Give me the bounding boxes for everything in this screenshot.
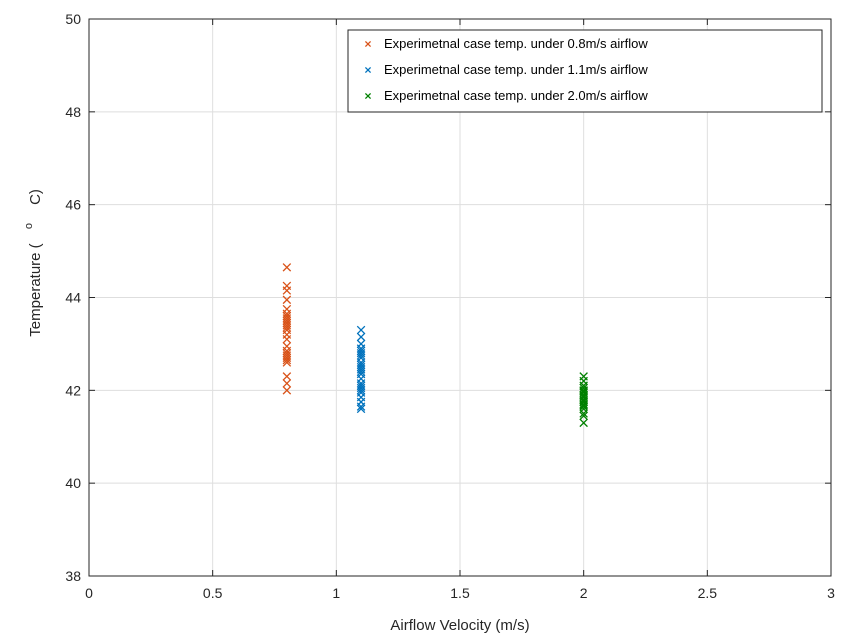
data-point bbox=[282, 263, 292, 272]
legend-marker-1 bbox=[364, 66, 372, 74]
data-point bbox=[282, 314, 292, 323]
legend-entry-2: Experimetnal case temp. under 2.0m/s air… bbox=[364, 88, 648, 103]
data-point bbox=[282, 323, 292, 332]
data-point bbox=[356, 360, 366, 370]
data-point bbox=[282, 386, 292, 395]
x-tick-label: 3 bbox=[827, 585, 835, 601]
data-point bbox=[579, 418, 588, 428]
x-tick-label: 2.5 bbox=[698, 585, 718, 601]
y-tick-label: 44 bbox=[65, 290, 81, 306]
legend: Experimetnal case temp. under 0.8m/s air… bbox=[347, 29, 823, 113]
data-point bbox=[356, 325, 366, 335]
legend-entry-0: Experimetnal case temp. under 0.8m/s air… bbox=[364, 36, 648, 51]
data-point bbox=[282, 295, 292, 305]
data-point bbox=[356, 402, 366, 411]
data-point bbox=[282, 286, 292, 295]
y-axis-label-degree: o bbox=[23, 223, 35, 229]
data-point bbox=[282, 358, 292, 367]
x-axis-label: Airflow Velocity (m/s) bbox=[390, 617, 529, 634]
data-point bbox=[579, 409, 588, 418]
data-point bbox=[356, 367, 366, 377]
data-point bbox=[282, 372, 292, 381]
legend-label-0: Experimetnal case temp. under 0.8m/s air… bbox=[384, 36, 648, 51]
y-axis-label: Temperature ( C) o bbox=[23, 189, 44, 337]
legend-entry-1: Experimetnal case temp. under 1.1m/s air… bbox=[364, 62, 648, 77]
data-point bbox=[282, 335, 292, 344]
series-2 bbox=[579, 372, 588, 428]
data-point bbox=[356, 346, 366, 356]
x-tick-label: 0.5 bbox=[203, 585, 223, 601]
y-tick-label: 50 bbox=[65, 11, 81, 27]
y-tick-label: 48 bbox=[65, 104, 81, 120]
data-point bbox=[356, 404, 366, 414]
data-point bbox=[282, 355, 292, 365]
data-point bbox=[356, 332, 366, 342]
y-axis-label-unit: C) bbox=[27, 189, 44, 205]
data-point bbox=[579, 411, 588, 421]
legend-marker-x bbox=[364, 40, 372, 48]
x-tick-labels: 0 0.5 1 1.5 2 2.5 3 bbox=[85, 585, 835, 601]
y-tick-label: 40 bbox=[65, 475, 81, 491]
legend-marker-2 bbox=[364, 92, 372, 100]
x-tick-label: 2 bbox=[580, 585, 588, 601]
legend-marker-x bbox=[364, 92, 372, 100]
legend-marker-0 bbox=[364, 40, 372, 48]
data-point bbox=[579, 383, 588, 393]
y-tick-label: 38 bbox=[65, 568, 81, 584]
y-tick-label: 42 bbox=[65, 382, 81, 398]
x-tick-label: 1.5 bbox=[450, 585, 470, 601]
data-point bbox=[356, 386, 366, 395]
data-marks bbox=[282, 263, 588, 428]
data-point bbox=[282, 379, 292, 388]
y-axis-label-main: Temperature ( bbox=[27, 243, 44, 336]
legend-marker-x bbox=[364, 66, 372, 74]
data-point bbox=[579, 402, 588, 411]
legend-box bbox=[347, 29, 823, 113]
series-0 bbox=[282, 263, 292, 395]
plot-frame bbox=[88, 18, 832, 577]
x-tick-label: 1 bbox=[332, 585, 340, 601]
series-1 bbox=[356, 325, 366, 414]
legend-label-2: Experimetnal case temp. under 2.0m/s air… bbox=[384, 88, 648, 103]
y-tick-labels: 38 40 42 44 46 48 50 bbox=[65, 11, 81, 584]
x-tick-label: 0 bbox=[85, 585, 93, 601]
data-point bbox=[579, 400, 588, 410]
legend-label-1: Experimetnal case temp. under 1.1m/s air… bbox=[384, 62, 648, 77]
y-tick-label: 46 bbox=[65, 197, 81, 213]
